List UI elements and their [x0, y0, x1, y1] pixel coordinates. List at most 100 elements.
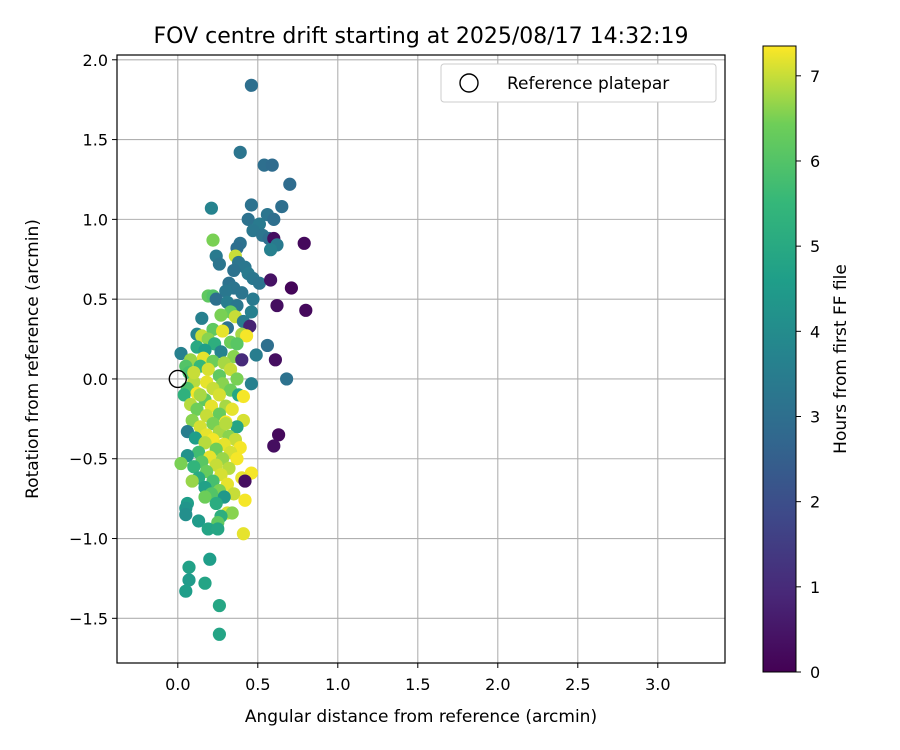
y-tick-label: −1.5: [69, 609, 108, 628]
data-point: [211, 522, 225, 536]
data-point: [238, 493, 252, 507]
x-tick-label: 0.5: [245, 675, 270, 694]
x-axis-ticks: 0.0 0.5 1.0 1.5 2.0 2.5 3.0: [165, 663, 671, 694]
data-point: [174, 346, 188, 361]
data-point: [267, 212, 281, 226]
legend-marker-icon: [459, 73, 479, 93]
data-point: [260, 338, 274, 353]
data-point: [203, 552, 217, 566]
data-point: [206, 233, 220, 247]
data-point: [230, 337, 244, 351]
data-point: [235, 353, 249, 367]
data-point: [209, 292, 223, 306]
colorbar-tick-label: 7: [810, 67, 820, 86]
colorbar: [762, 45, 797, 673]
legend-entry-reference: Reference platepar: [507, 74, 669, 94]
data-point: [219, 417, 233, 431]
colorbar-tick-label: 3: [810, 407, 820, 426]
legend: Reference platepar: [440, 63, 717, 103]
y-tick-label: 0.5: [83, 290, 108, 309]
data-point: [249, 348, 263, 362]
legend-box: [440, 63, 717, 103]
data-point: [238, 474, 252, 488]
y-tick-label: 1.0: [83, 210, 108, 229]
x-axis-label: Angular distance from reference (arcmin): [245, 707, 597, 727]
data-point: [216, 324, 230, 338]
data-point: [236, 389, 250, 404]
data-point: [244, 78, 258, 92]
data-point: [283, 177, 297, 191]
data-point: [187, 365, 201, 380]
reference-marker: [168, 369, 188, 389]
data-point: [272, 428, 286, 442]
data-point: [214, 345, 228, 359]
data-point: [267, 439, 281, 453]
data-point: [241, 212, 255, 226]
x-tick-label: 0.0: [165, 675, 190, 694]
data-point: [174, 456, 188, 471]
y-tick-label: −1.0: [69, 530, 108, 549]
data-point: [240, 329, 254, 343]
data-point: [185, 474, 199, 488]
data-point: [209, 496, 223, 511]
data-point: [193, 388, 207, 402]
y-axis-label: Rotation from reference (arcmin): [23, 219, 43, 499]
data-points: [174, 78, 313, 641]
x-tick-label: 1.5: [405, 675, 430, 694]
y-tick-label: −0.5: [69, 450, 108, 469]
data-point: [225, 402, 239, 416]
data-point: [201, 362, 215, 376]
data-point: [252, 276, 266, 290]
data-point: [204, 201, 218, 215]
data-point: [212, 257, 226, 271]
data-point: [264, 273, 278, 287]
data-point: [182, 573, 196, 587]
data-point: [227, 263, 241, 278]
x-tick-label: 1.0: [325, 675, 350, 694]
data-point: [299, 303, 313, 317]
data-point: [230, 452, 244, 466]
colorbar-tick-label: 2: [810, 493, 820, 512]
y-tick-label: 0.0: [83, 370, 108, 389]
data-point: [179, 507, 193, 522]
data-point: [214, 308, 228, 322]
data-point: [230, 420, 244, 434]
colorbar-tick-label: 0: [810, 663, 820, 682]
data-point: [192, 514, 206, 528]
colorbar-label: Hours from first FF file: [831, 264, 851, 454]
data-point: [195, 311, 209, 325]
data-point: [212, 598, 226, 613]
data-point: [230, 372, 244, 386]
data-point: [225, 506, 239, 520]
data-point: [182, 560, 196, 574]
colorbar-tick-label: 6: [810, 152, 820, 171]
data-point: [187, 460, 201, 474]
colorbar-tick-label: 1: [810, 578, 820, 597]
data-point: [244, 305, 258, 319]
x-tick-label: 2.0: [485, 675, 510, 694]
data-point: [244, 377, 258, 391]
x-tick-label: 3.0: [645, 675, 670, 694]
data-point: [235, 286, 249, 300]
data-point: [244, 198, 258, 212]
chart-title: FOV centre drift starting at 2025/08/17 …: [154, 24, 689, 49]
data-point: [198, 490, 212, 504]
colorbar-ticks: 0 1 2 3 4 5 6 7: [796, 67, 820, 682]
data-point: [236, 527, 250, 541]
data-point: [212, 627, 226, 641]
data-point: [280, 372, 294, 386]
y-tick-label: 1.5: [83, 131, 108, 150]
y-axis-ticks: 2.0 1.5 1.0 0.5 0.0 −0.5 −1.0 −1.5: [69, 51, 117, 628]
data-point: [179, 584, 193, 598]
data-point: [219, 284, 233, 298]
plot-frame: [116, 54, 726, 664]
data-point: [177, 388, 191, 402]
data-point: [212, 388, 226, 402]
data-point: [268, 353, 282, 367]
data-point: [198, 436, 212, 450]
colorbar-tick-label: 5: [810, 237, 820, 256]
data-point: [233, 145, 247, 159]
data-point: [275, 200, 289, 214]
data-point: [198, 576, 212, 590]
